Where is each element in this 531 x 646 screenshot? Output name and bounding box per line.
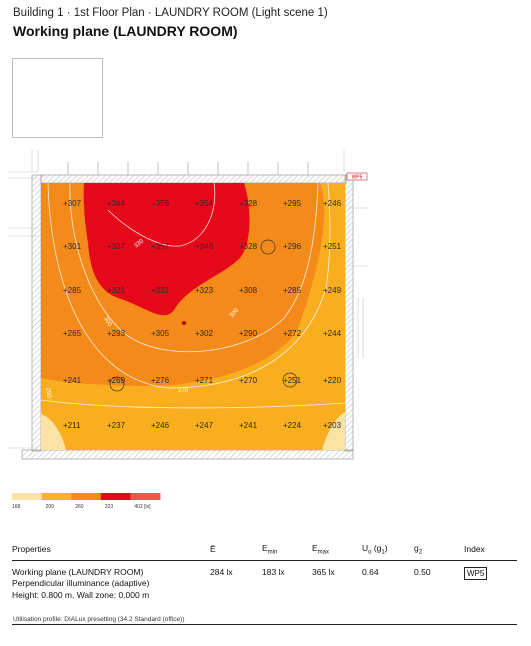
scale-segment	[100, 493, 131, 500]
grid-value-label: +346	[195, 242, 214, 251]
scale-segment	[41, 493, 72, 500]
grid-value-label: +246	[323, 199, 342, 208]
floor-plan-thumbnail	[12, 58, 103, 138]
contour-label: 300	[102, 316, 113, 328]
index-header: Index	[464, 540, 517, 561]
scale-tick-label: 323	[105, 504, 114, 510]
heatmap-zones	[41, 183, 345, 450]
contour-label: 300	[229, 307, 240, 319]
grid-value-label: +269	[107, 376, 126, 385]
scale-ticks: 168 209 260 323 402 [lx]	[12, 504, 151, 510]
grid-value-label: +211	[63, 421, 81, 430]
scale-tick-label: 402 [lx]	[134, 504, 151, 510]
grid-value-label: +307	[63, 199, 82, 208]
grid-value-label: +354	[195, 199, 214, 208]
grid-value-label: +270	[239, 376, 258, 385]
grid-value-label: +337	[107, 242, 126, 251]
avg-illuminance-header: Ē	[210, 540, 262, 561]
properties-header-row: Properties Ē Emin Emax Uo (g1) g2 Index	[12, 540, 517, 561]
contour-label: 250	[44, 387, 52, 399]
zone-low-left	[41, 414, 66, 450]
illuminance-color-scale: 168 209 260 323 402 [lx]	[12, 493, 161, 510]
scale-tick-label: 168	[12, 504, 21, 510]
grid-value-label: +359	[151, 199, 170, 208]
grid-value-label: +331	[151, 286, 170, 295]
grid-values: +307 +344 +359 +354 +328 +295 +246 +301 +337 +357…	[63, 199, 342, 430]
grid-value-label: +203	[323, 421, 342, 430]
grid-value-label: +302	[195, 329, 214, 338]
g2-value: 0.50	[414, 560, 464, 625]
property-description: Working plane (LAUNDRY ROOM) Perpendicul…	[12, 560, 210, 625]
breadcrumb: Building 1 · 1st Floor Plan · LAUNDRY RO…	[13, 7, 328, 19]
index-badge: WP5	[464, 566, 488, 581]
grid-value-label: +285	[63, 286, 82, 295]
grid-value-label: +321	[107, 286, 126, 295]
scale-segment	[130, 493, 161, 500]
grid-value-label: +271	[195, 376, 214, 385]
grid-value-label: +224	[283, 421, 302, 430]
luminaire-circle	[282, 372, 298, 388]
scale-tick-label: 209	[46, 504, 55, 510]
max-illuminance-value: 365 lx	[312, 560, 362, 625]
page-title: Working plane (LAUNDRY ROOM)	[13, 23, 238, 39]
grid-value-label: +328	[239, 242, 258, 251]
min-illuminance-value: 183 lx	[262, 560, 312, 625]
grid-value-label: +244	[323, 329, 342, 338]
grid-value-label: +344	[107, 199, 126, 208]
grid-value-label: +301	[63, 242, 82, 251]
index-value: WP5	[464, 560, 517, 625]
grid-value-label: +237	[107, 421, 126, 430]
properties-table: Properties Ē Emin Emax Uo (g1) g2 Index …	[12, 540, 517, 625]
isoline-floor-plan: WP5 +307 +344 +359 +354 +328 +295 +246 +301 +337…	[8, 150, 368, 460]
grid-value-label: +323	[195, 286, 214, 295]
wall-tag: WP5	[346, 172, 368, 181]
grid-value-label: +241	[63, 376, 82, 385]
utilisation-profile-note: Utilisation profile: DIALux presetting (…	[13, 616, 185, 623]
grid-value-label: +251	[283, 376, 302, 385]
wall-tag-label: WP5	[352, 175, 363, 181]
max-point-marker	[182, 321, 186, 325]
grid-value-label: +308	[239, 286, 258, 295]
contour-labels: 330 300 300 270 250	[44, 238, 240, 399]
min-illuminance-header: Emin	[262, 540, 312, 561]
grid-value-label: +272	[283, 329, 302, 338]
scale-bars	[12, 493, 161, 500]
scale-segment	[71, 493, 102, 500]
grid-value-label: +290	[239, 329, 258, 338]
grid-value-label: +249	[323, 286, 342, 295]
grid-value-label: +305	[151, 329, 170, 338]
grid-value-label: +285	[283, 286, 302, 295]
luminaires	[109, 239, 298, 392]
grid-value-label: +276	[151, 376, 170, 385]
uniformity-header: Uo (g1)	[362, 540, 414, 561]
max-illuminance-header: Emax	[312, 540, 362, 561]
zone-323	[83, 183, 250, 316]
luminaire-circle	[109, 376, 125, 392]
grid-value-label: +293	[107, 329, 126, 338]
uniformity-value: 0.64	[362, 560, 414, 625]
grid-value-label: +295	[283, 199, 302, 208]
window-ticks	[67, 162, 309, 175]
zone-low-right	[322, 412, 345, 450]
grid-value-label: +247	[195, 421, 214, 430]
grid-value-label: +328	[239, 199, 258, 208]
grid-value-label: +220	[323, 376, 342, 385]
isolines	[40, 182, 346, 409]
luminaire-circle	[260, 239, 276, 255]
grid-value-label: +265	[63, 329, 82, 338]
grid-value-label: +251	[323, 242, 342, 251]
grid-value-label: +357	[151, 242, 170, 251]
grid-value-label: +296	[283, 242, 302, 251]
scale-tick-label: 260	[75, 504, 84, 510]
properties-header: Properties	[12, 540, 210, 561]
contour-label: 330	[133, 238, 145, 249]
table-row: Working plane (LAUNDRY ROOM) Perpendicul…	[12, 560, 517, 625]
scale-segment	[12, 493, 42, 500]
g2-header: g2	[414, 540, 464, 561]
grid-value-label: +241	[239, 421, 258, 430]
grid-value-label: +246	[151, 421, 170, 430]
avg-illuminance-value: 284 lx	[210, 560, 262, 625]
contour-label: 270	[178, 388, 189, 394]
